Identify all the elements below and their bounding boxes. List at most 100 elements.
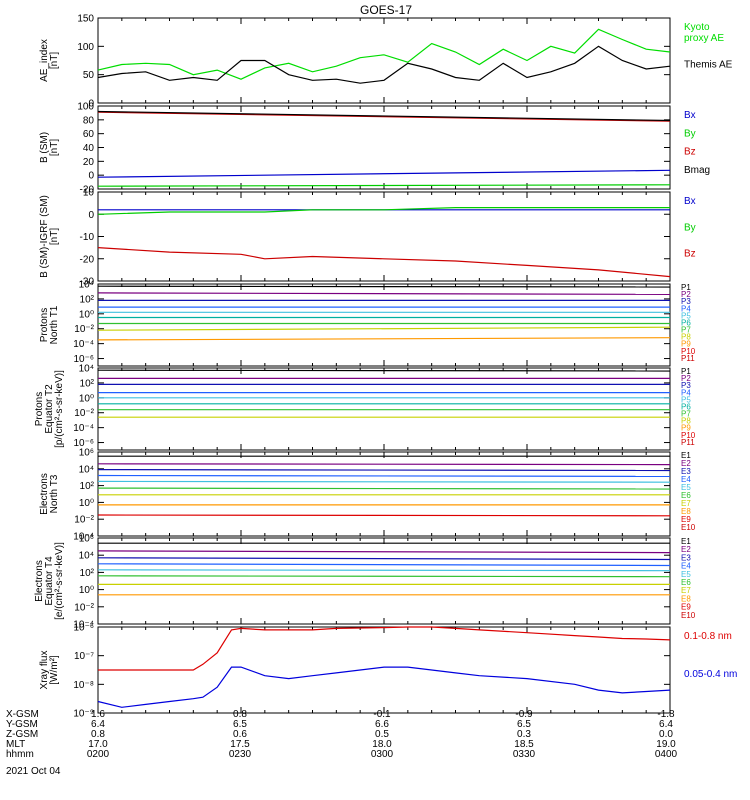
y-tick-label: 100 <box>77 102 94 113</box>
series-line <box>97 563 671 567</box>
y-tick-label: 10² <box>80 481 95 492</box>
y-tick-label: 20 <box>83 157 95 168</box>
y-tick-label: 10⁻⁶ <box>73 354 94 365</box>
y-tick-label: 0 <box>88 171 94 182</box>
y-tick-label: 10⁻² <box>74 602 94 613</box>
footer-value: 1.6 <box>91 709 105 720</box>
series-line <box>97 45 671 84</box>
legend-label: E5 <box>681 570 691 579</box>
legend-label: P6 <box>681 318 691 327</box>
legend-label: P4 <box>681 304 691 313</box>
legend-label: Bz <box>684 147 696 158</box>
legend-label: E10 <box>681 523 696 532</box>
legend-label: Bx <box>684 110 696 121</box>
footer-value: 17.0 <box>88 739 108 750</box>
series-line <box>97 469 671 472</box>
y-tick-label: 10 <box>83 188 95 199</box>
y-axis-label: ElectronsEquator T4[e/(cm²-s-sr-keV)] <box>34 542 65 620</box>
y-tick-label: 10⁻⁴ <box>73 620 94 631</box>
legend-label: P11 <box>681 354 695 363</box>
series-line <box>97 514 671 517</box>
legend-label: P10 <box>681 347 696 356</box>
y-tick-label: 10⁻⁴ <box>73 423 94 434</box>
legend-label: E9 <box>681 603 691 612</box>
legend-label: Themis AE <box>684 60 733 71</box>
legend-label: P7 <box>681 410 691 419</box>
footer-value: 0.8 <box>91 729 105 740</box>
y-axis-label: ElectronsNorth T3 <box>39 473 60 515</box>
panel-frame <box>97 283 671 367</box>
series-line <box>97 487 671 490</box>
legend-label: P1 <box>681 367 691 376</box>
y-tick-label: 10⁻² <box>74 324 94 335</box>
legend-label: Bx <box>684 196 696 207</box>
series-line <box>97 169 671 178</box>
panel-frame <box>97 17 671 104</box>
y-tick-label: 100 <box>77 42 94 53</box>
panel-5: 10⁴ 10² 10⁰ 10⁻² 10⁻⁴ 10⁻⁶ ProtonsEquator T2[p… <box>34 364 696 451</box>
y-tick-label: 10⁶ <box>79 534 94 545</box>
footer-value: 6.5 <box>517 719 531 730</box>
footer-row-label: X-GSM <box>6 709 39 720</box>
legend-label: P5 <box>681 311 691 320</box>
legend-label: E6 <box>681 491 691 500</box>
panel-1: 0 50 100 150 AE_index[nT] Kyoto proxy AE Themis… <box>39 14 733 110</box>
footer-value: 18.0 <box>372 739 392 750</box>
legend-label: P9 <box>681 340 691 349</box>
legend-label: E10 <box>681 611 696 620</box>
y-tick-label: 10⁴ <box>79 280 94 291</box>
y-axis-label: ProtonsEquator T2[p/(cm²-s-sr-keV)] <box>34 370 65 448</box>
panel-8: 10⁻⁶ 10⁻⁷ 10⁻⁸ 10⁻⁹ Xray flux[W/m²] 0.1-0.8 n… <box>39 623 737 720</box>
series-line <box>97 28 671 80</box>
footer-value: -0.9 <box>515 709 533 720</box>
y-tick-label: 10⁻⁶ <box>73 438 94 449</box>
legend-label: P2 <box>681 374 691 383</box>
footer-value: -0.1 <box>373 709 391 720</box>
footer-value: -1.8 <box>657 709 675 720</box>
footer-value: 0.5 <box>375 729 389 740</box>
y-tick-label: 0 <box>88 210 94 221</box>
legend-label: P5 <box>681 395 691 404</box>
footer-value: 6.4 <box>91 719 105 730</box>
series-line <box>97 292 671 295</box>
y-tick-label: 10⁻² <box>74 408 94 419</box>
footer-row-label: hhmm <box>6 749 34 760</box>
legend-label: E3 <box>681 553 691 562</box>
orbit-footer: X-GSM 1.6 0.8 -0.1 -0.9 -1.8 Y-GSM 6.4 6.5 6.6 6.5… <box>6 709 678 760</box>
footer-value: 0200 <box>87 749 110 760</box>
y-tick-label: 10⁴ <box>79 364 94 375</box>
legend-label: Kyoto proxy AE <box>684 22 724 44</box>
legend-label: Bz <box>684 249 696 260</box>
footer-value: 18.5 <box>514 739 534 750</box>
legend-label: 0.05-0.4 nm <box>684 669 737 680</box>
footer-value: 17.5 <box>230 739 250 750</box>
footer-value: 0400 <box>655 749 678 760</box>
series-line <box>97 110 671 122</box>
y-tick-label: 0 <box>88 99 94 110</box>
legend-label: By <box>684 128 696 139</box>
legend-label: E2 <box>681 545 691 554</box>
legend-label: P11 <box>681 438 695 447</box>
y-tick-label: 10⁻⁹ <box>73 709 94 720</box>
legend-label: E4 <box>681 562 691 571</box>
legend-label: E5 <box>681 483 691 492</box>
legend-label: P7 <box>681 326 691 335</box>
footer-row-label: Y-GSM <box>6 719 38 730</box>
series-line <box>97 184 671 187</box>
y-tick-label: 10⁻⁴ <box>73 532 94 543</box>
footer-value: 0.8 <box>233 709 247 720</box>
series-line <box>97 666 671 708</box>
footer-value: 0300 <box>371 749 394 760</box>
legend-label: E1 <box>681 537 691 546</box>
legend-label: P2 <box>681 290 691 299</box>
y-axis-label: Xray flux[W/m²] <box>39 651 60 690</box>
legend-label: Bmag <box>684 165 710 176</box>
y-tick-label: 10² <box>80 378 95 389</box>
y-tick-label: 10⁻⁸ <box>73 680 94 691</box>
series-line <box>97 550 671 554</box>
y-tick-label: 10⁰ <box>79 585 94 596</box>
series-line <box>97 111 671 122</box>
legend-label: E2 <box>681 459 691 468</box>
